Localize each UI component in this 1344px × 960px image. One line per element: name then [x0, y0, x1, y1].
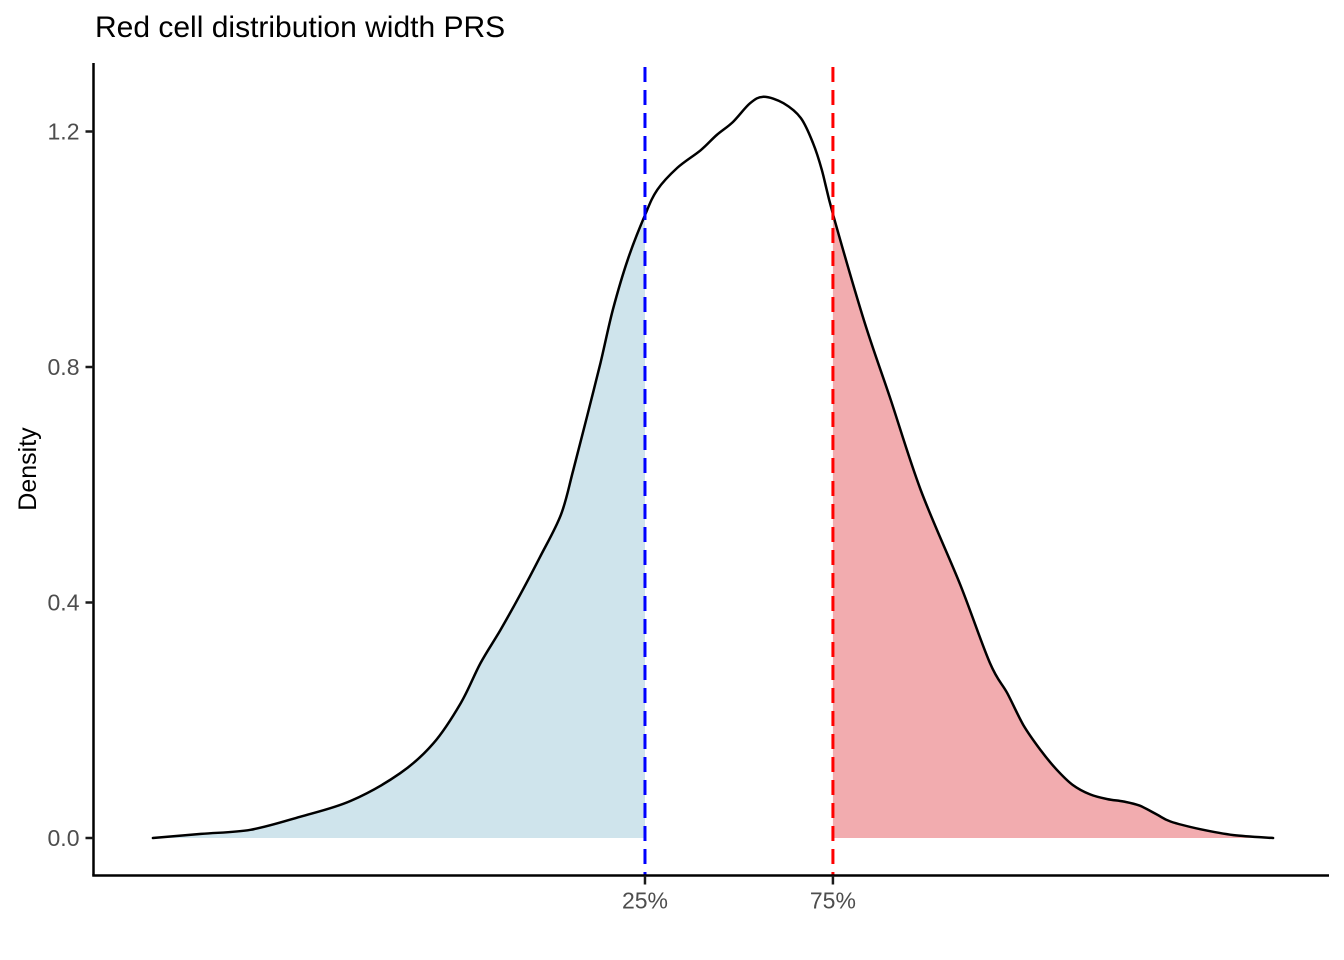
tick-labels: 0.0 0.4 0.8 1.2 25% 75%: [48, 119, 856, 914]
tail-fill-regions: [152, 213, 1274, 839]
tick-marks: [85, 130, 835, 885]
density-curve: [151, 95, 1275, 840]
x-tick-label: 25%: [622, 888, 668, 914]
y-axis-title: Density: [14, 427, 42, 511]
chart-title: Red cell distribution width PRS: [95, 11, 505, 44]
axes: [92, 63, 1329, 877]
lower-tail-fill: [152, 215, 645, 839]
density-curve-line: [151, 95, 1275, 840]
upper-tail-fill: [832, 213, 1274, 838]
y-tick-label: 0.8: [48, 354, 80, 380]
y-tick-label: 0.0: [48, 825, 80, 851]
y-tick-label: 1.2: [48, 119, 80, 145]
x-tick-label: 75%: [810, 888, 856, 914]
y-tick-label: 0.4: [48, 590, 80, 616]
percentile-lines: [643, 67, 835, 876]
